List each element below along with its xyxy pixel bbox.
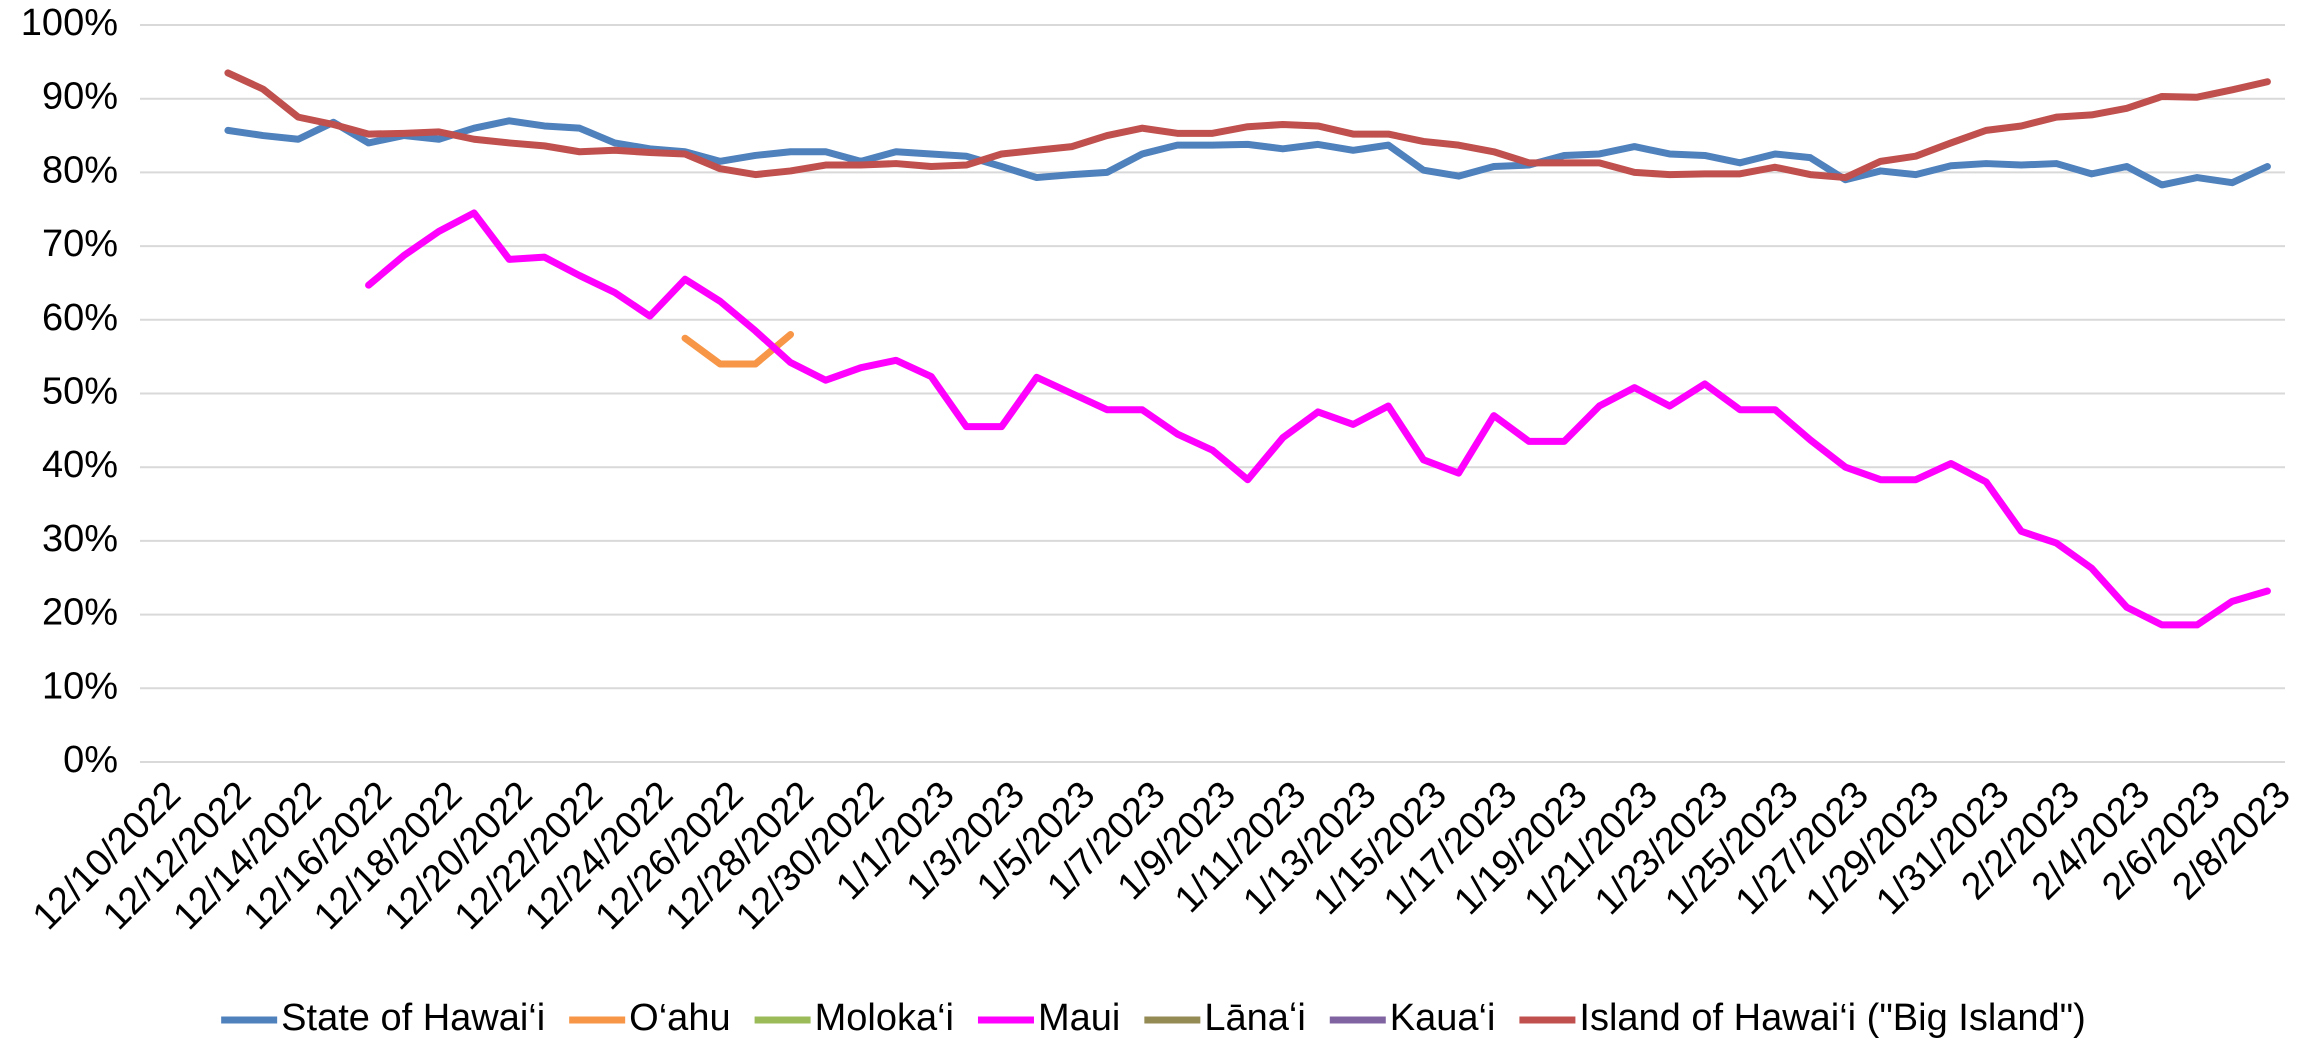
legend: State of Hawai‘i O‘ahu Moloka‘i Maui Lānaʻi K…	[221, 997, 2086, 1039]
legend-label: Island of Hawai‘i ("Big Island")	[1579, 997, 2085, 1039]
legend-label: Moloka‘i	[815, 997, 954, 1039]
y-tick-label: 60%	[42, 297, 118, 339]
series-line	[224, 69, 2271, 182]
legend-label: Lānaʻi	[1204, 997, 1305, 1039]
legend-label: State of Hawai‘i	[281, 997, 545, 1039]
legend-label: Maui	[1038, 997, 1120, 1039]
y-tick-label: 20%	[42, 592, 118, 634]
y-tick-label: 70%	[42, 223, 118, 265]
series-line	[224, 117, 2271, 189]
y-tick-label: 50%	[42, 371, 118, 413]
legend-label: O‘ahu	[629, 997, 730, 1039]
y-tick-label: 100%	[21, 2, 118, 44]
y-tick-label: 40%	[42, 444, 118, 486]
y-tick-label: 30%	[42, 518, 118, 560]
y-tick-label: 0%	[63, 739, 118, 781]
y-tick-label: 10%	[42, 665, 118, 707]
y-tick-label: 90%	[42, 76, 118, 118]
y-tick-label: 80%	[42, 149, 118, 191]
series-line	[365, 209, 2271, 629]
legend-label: Kaua‘i	[1390, 997, 1496, 1039]
